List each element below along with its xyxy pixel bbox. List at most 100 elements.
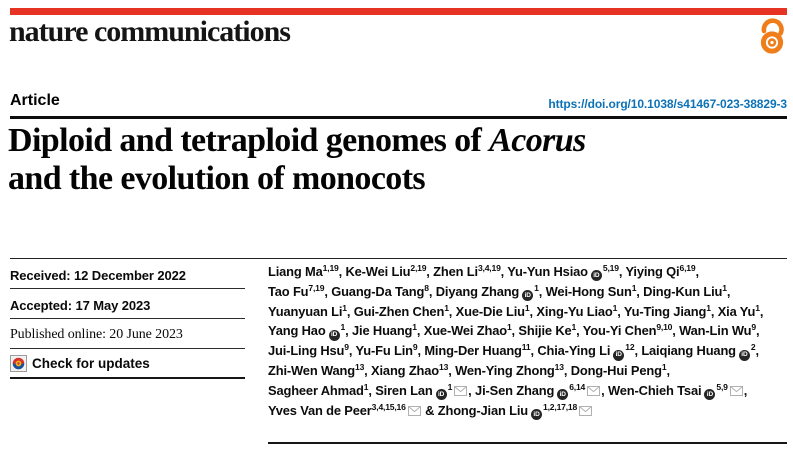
author-name: Tao Fu — [268, 283, 309, 299]
author-line: Zhi-Wen Wang13, Xiang Zhao13, Wen-Ying Z… — [268, 361, 670, 378]
author-name: Sagheer Ahmad — [268, 382, 364, 398]
orcid-icon[interactable]: iD — [590, 270, 602, 282]
author-affiliation-superscript: 1 — [363, 381, 369, 392]
author-name: Yu-Ting Jiang — [623, 303, 707, 319]
author-name: Yang Hao — [268, 323, 326, 339]
email-icon[interactable] — [454, 382, 468, 402]
author-name: Xiang Zhao — [371, 362, 440, 378]
author-name: Yuanyuan Li — [268, 303, 343, 319]
orcid-icon[interactable]: iD — [522, 290, 534, 302]
author-line: Jui-Ling Hsu9, Yu-Fu Lin9, Ming-Der Huan… — [268, 341, 789, 361]
email-icon[interactable] — [587, 382, 601, 402]
author-name: Yu-Fu Lin — [355, 343, 414, 359]
author-affiliation-superscript: 5,9 — [716, 381, 728, 392]
author-name: Shijie Ke — [518, 323, 572, 339]
author-name: Ke-Wei Liu — [345, 264, 411, 279]
meta-divider — [10, 288, 245, 290]
journal-logo: nature communications — [9, 15, 291, 48]
author-name: Xue-Wei Zhao — [423, 323, 507, 339]
author-affiliation-superscript: 9 — [412, 342, 418, 353]
author-affiliation-superscript: 1 — [631, 282, 637, 293]
email-icon[interactable] — [407, 402, 421, 422]
author-name: Zhen Li — [433, 264, 478, 279]
author-affiliation-superscript: 1 — [412, 322, 417, 333]
doi-link[interactable]: https://doi.org/10.1038/s41467-023-38829… — [548, 97, 787, 111]
author-name: Yves Van de Peer — [268, 402, 372, 418]
author-affiliation-superscript: 13 — [439, 361, 449, 372]
author-affiliation-superscript: 9,10 — [656, 322, 673, 333]
author-affiliation-superscript: 9 — [344, 342, 349, 353]
header-rule — [10, 116, 787, 119]
check-for-updates-button[interactable]: Check for updates — [10, 355, 150, 372]
received-date: Received: 12 December 2022 — [10, 268, 186, 283]
author-affiliation-superscript: 1 — [506, 322, 512, 333]
author-name: Zhi-Wen Wang — [268, 362, 355, 378]
orcid-icon[interactable]: iD — [435, 389, 447, 401]
author-affiliation-superscript: 1,2,17,18 — [543, 401, 578, 412]
orcid-icon[interactable]: iD — [704, 389, 716, 401]
email-icon[interactable] — [579, 402, 593, 422]
author-name: Wen-Ying Zhong — [455, 362, 555, 378]
author-affiliation-superscript: 1 — [534, 282, 539, 293]
author-affiliation-superscript: 1 — [340, 322, 346, 333]
author-affiliation-superscript: 13 — [554, 361, 564, 372]
author-affiliation-superscript: 2,19 — [410, 263, 427, 273]
orcid-icon[interactable]: iD — [557, 389, 569, 401]
crossmark-icon — [10, 355, 27, 372]
open-access-icon — [760, 18, 784, 54]
author-affiliation-superscript: 1 — [342, 302, 347, 313]
author-affiliation-superscript: 1 — [571, 322, 577, 333]
author-affiliation-superscript: 7,19 — [308, 282, 325, 293]
author-line: Sagheer Ahmad1, Siren Lan iD1, Ji-Sen Zha… — [268, 381, 789, 401]
orcid-icon[interactable]: iD — [328, 329, 340, 341]
author-name: Xia Yu — [717, 303, 756, 319]
author-name: Diyang Zhang — [435, 283, 520, 299]
orcid-icon[interactable]: iD — [531, 408, 543, 420]
article-type-label: Article — [10, 92, 60, 109]
author-name: Wan-Lin Wu — [679, 323, 752, 339]
meta-divider — [10, 318, 245, 320]
author-name: Liang Ma — [268, 264, 323, 279]
author-affiliation-superscript: 1 — [612, 302, 618, 313]
author-name: You-Yi Chen — [582, 323, 657, 339]
title-text: Diploid and tetraploid genomes of — [8, 122, 490, 159]
author-line: Yuanyuan Li1, Gui-Zhen Chen1, Xue-Die Li… — [268, 302, 764, 319]
author-affiliation-superscript: 12 — [625, 342, 635, 353]
check-for-updates-label: Check for updates — [32, 356, 150, 371]
author-affiliation-superscript: 6,14 — [569, 381, 586, 392]
author-line: Tao Fu7,19, Guang-Da Tang8, Diyang Zhang… — [268, 282, 789, 302]
section-rule — [10, 258, 787, 260]
author-name: Yu-Yun Hsiao — [507, 264, 588, 279]
author-affiliation-superscript: 1 — [706, 302, 711, 313]
orcid-icon[interactable]: iD — [738, 349, 750, 361]
author-affiliation-superscript: 13 — [355, 361, 365, 372]
accepted-date: Accepted: 17 May 2023 — [10, 298, 151, 313]
author-affiliation-superscript: 1 — [444, 302, 449, 313]
orcid-icon[interactable]: iD — [613, 349, 625, 361]
author-affiliation-superscript: 3,4,15,16 — [371, 401, 406, 412]
author-affiliation-superscript: 1 — [755, 302, 760, 313]
author-name: Ding-Kun Liu — [643, 283, 723, 299]
author-affiliation-superscript: 1 — [661, 361, 667, 372]
author-name: Siren Lan — [375, 382, 433, 398]
author-block-rule — [268, 442, 787, 445]
author-line: Liang Ma1,19, Ke-Wei Liu2,19, Zhen Li3,4… — [268, 262, 789, 282]
author-name: Chia-Ying Li — [537, 343, 611, 359]
author-affiliation-superscript: 1,19 — [322, 263, 339, 273]
brand-color-bar — [10, 8, 787, 15]
author-name: Jie Huang — [352, 323, 413, 339]
author-affiliation-superscript: 3,4,19 — [477, 263, 501, 273]
author-list: Liang Ma1,19, Ke-Wei Liu2,19, Zhen Li3,4… — [268, 262, 789, 420]
author-name: Dong-Hui Peng — [570, 362, 662, 378]
author-name: Xue-Die Liu — [455, 303, 525, 319]
author-affiliation-superscript: 9 — [751, 322, 756, 333]
author-affiliation-superscript: 1 — [722, 282, 727, 293]
meta-divider — [10, 348, 245, 350]
author-line: Yang Hao iD1, Jie Huang1, Xue-Wei Zhao1, … — [268, 321, 789, 341]
email-icon[interactable] — [729, 382, 743, 402]
published-date: Published online: 20 June 2023 — [10, 327, 183, 342]
author-name: Gui-Zhen Chen — [353, 303, 445, 319]
author-affiliation-superscript: 1 — [447, 381, 453, 392]
author-affiliation-superscript: 8 — [424, 282, 429, 293]
